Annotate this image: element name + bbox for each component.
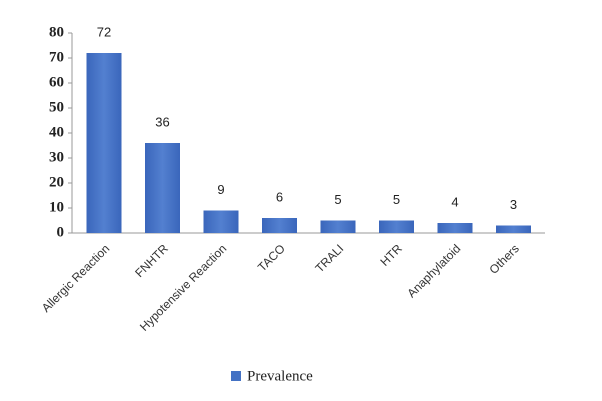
data-label: 36 (155, 114, 169, 129)
bar (86, 53, 122, 233)
bar (437, 223, 473, 233)
bar (496, 225, 531, 233)
bar (379, 220, 414, 233)
data-label: 4 (451, 194, 458, 209)
x-tick-label: Allergic Reaction (39, 241, 113, 315)
y-tick-label: 70 (49, 49, 64, 65)
bar (145, 143, 180, 233)
x-tick-label: Others (486, 241, 521, 276)
data-label: 72 (97, 24, 111, 39)
x-tick-label: TACO (255, 241, 288, 274)
bar (262, 218, 297, 233)
legend-swatch (231, 371, 241, 381)
data-label: 5 (334, 192, 341, 207)
data-label: 3 (510, 197, 517, 212)
y-tick-label: 60 (49, 74, 64, 90)
y-tick-label: 80 (49, 24, 64, 40)
y-tick-label: 30 (49, 149, 64, 165)
y-tick-label: 0 (57, 224, 65, 240)
y-tick-label: 40 (49, 124, 64, 140)
data-label: 6 (276, 189, 283, 204)
bar (320, 220, 356, 233)
data-label: 5 (393, 192, 400, 207)
x-tick-label: FNHTR (132, 241, 171, 280)
bar (203, 210, 239, 233)
legend-label: Prevalence (247, 368, 313, 384)
x-tick-label: Anaphylatoid (404, 241, 463, 300)
y-tick-label: 50 (49, 99, 64, 115)
x-tick-label: HTR (378, 241, 406, 269)
data-label: 9 (217, 182, 224, 197)
y-tick-label: 20 (49, 174, 64, 190)
y-tick-label: 10 (49, 199, 64, 215)
x-tick-label: TRALI (312, 241, 346, 275)
